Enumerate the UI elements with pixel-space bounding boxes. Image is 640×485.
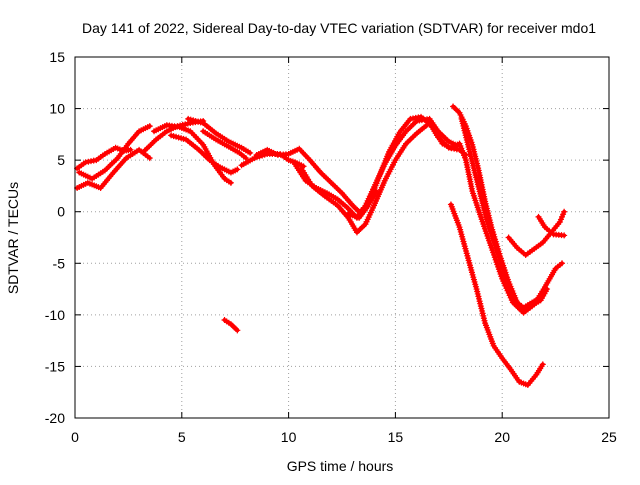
series-markers — [535, 213, 568, 239]
series-track — [458, 115, 551, 314]
x-tick-label: 0 — [71, 429, 79, 445]
series-markers — [458, 115, 551, 314]
series-markers — [221, 317, 241, 334]
series-markers — [447, 201, 546, 388]
x-tick-label: 20 — [494, 429, 510, 445]
y-tick-label: 15 — [49, 49, 65, 65]
series-track — [76, 123, 153, 182]
x-axis-label: GPS time / hours — [287, 458, 394, 474]
series-track — [535, 213, 568, 239]
series-markers — [185, 115, 254, 156]
y-tick-label: -10 — [45, 307, 65, 323]
x-tick-label: 15 — [388, 429, 404, 445]
series-track — [505, 208, 568, 259]
series-track — [185, 115, 254, 156]
y-tick-label: 0 — [57, 204, 65, 220]
y-axis-label: SDTVAR / TECUs — [5, 182, 21, 294]
series-track — [447, 201, 546, 388]
chart-title: Day 141 of 2022, Sidereal Day-to-day VTE… — [82, 20, 596, 36]
series-track — [168, 132, 241, 176]
y-tick-label: -20 — [45, 410, 65, 426]
y-tick-label: -15 — [45, 358, 65, 374]
series-markers — [168, 132, 241, 176]
ticks: 0 5 10 15 20 25 -20 -15 -10 -5 0 5 10 15 — [45, 49, 617, 445]
y-tick-label: 5 — [57, 152, 65, 168]
plot-frame — [74, 56, 610, 419]
y-tick-label: 10 — [49, 101, 65, 117]
x-tick-label: 5 — [178, 429, 186, 445]
series-markers — [505, 208, 568, 259]
series-track — [200, 128, 249, 162]
x-tick-label: 25 — [601, 429, 617, 445]
series-markers — [76, 123, 153, 182]
y-tick-label: -5 — [53, 255, 66, 271]
series-markers — [200, 128, 249, 162]
x-tick-label: 10 — [281, 429, 297, 445]
series-layer — [74, 103, 568, 388]
series-track — [221, 317, 241, 334]
series-markers — [74, 144, 134, 172]
grid — [75, 57, 609, 418]
